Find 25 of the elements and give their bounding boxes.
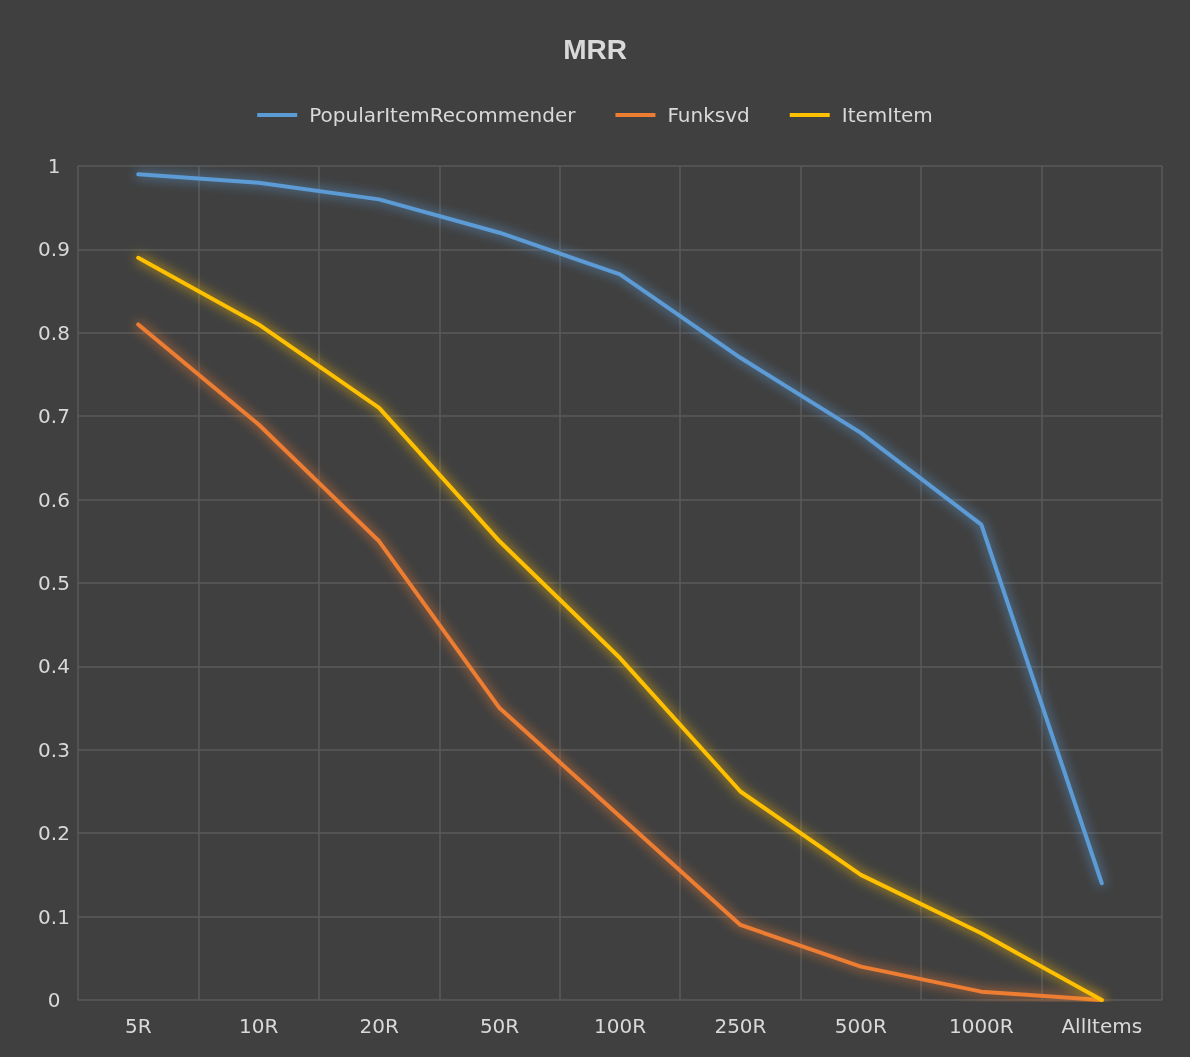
legend-label: PopularItemRecommender [309,103,577,127]
y-tick-label: 0.3 [38,737,70,762]
y-tick-label: 0.8 [38,320,70,345]
legend-label: Funksvd [667,103,750,127]
x-tick-label: 1000R [948,1014,1014,1038]
y-tick-label: 0.5 [38,571,70,595]
y-tick-label: 0.2 [38,821,70,846]
y-tick-label: 0.7 [38,404,70,429]
x-tick-label: 20R [359,1014,399,1038]
x-tick-label: 10R [238,1014,279,1038]
y-tick-label: 0.1 [38,904,70,929]
y-tick-label: 0 [47,988,61,1012]
line-series [136,172,1104,886]
y-tick-label: 0.6 [38,487,70,512]
x-tick-label: 250R [714,1014,767,1038]
x-tick-label: AllItems [1061,1014,1143,1038]
y-tick-label: 0.4 [38,654,70,679]
chart-title: MRR [563,33,627,65]
x-tick-label: 5R [124,1014,152,1038]
legend-label: ItemItem [841,103,933,127]
x-tick-label: 50R [479,1014,520,1038]
x-tick-label: 500R [834,1014,888,1038]
y-tick-label: 0.9 [38,237,70,262]
x-tick-label: 100R [593,1014,647,1038]
y-tick-label: 1 [47,154,61,178]
